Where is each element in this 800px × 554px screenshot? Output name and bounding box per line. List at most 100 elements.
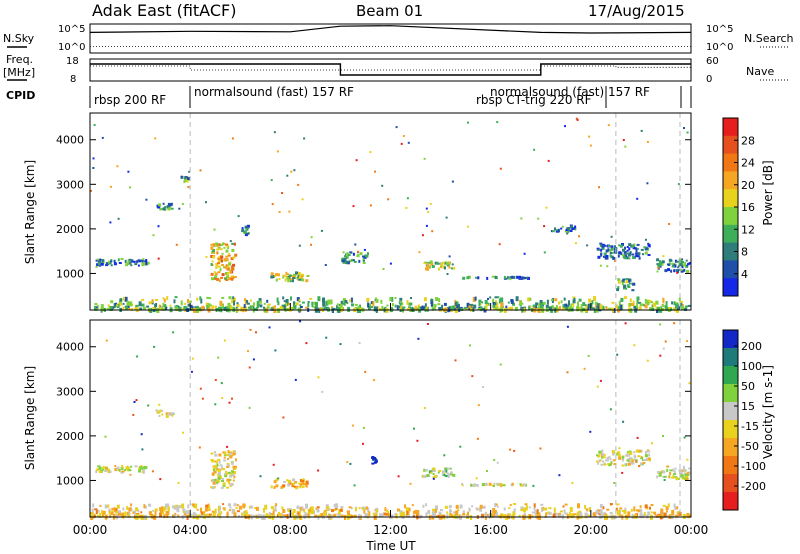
heatmap-cell — [671, 301, 674, 305]
heatmap-cell — [371, 462, 375, 465]
heatmap-cell — [134, 307, 137, 310]
heatmap-cell — [301, 485, 305, 488]
heatmap-cell — [423, 262, 427, 265]
ytick-label: 4000 — [56, 341, 84, 354]
heatmap-cell — [301, 480, 304, 482]
heatmap-cell — [437, 471, 440, 474]
heatmap-cell — [395, 513, 398, 519]
heatmap-cell — [566, 325, 569, 328]
heatmap-cell — [127, 512, 131, 518]
heatmap-cell — [217, 257, 221, 260]
heatmap-cell — [443, 454, 446, 457]
heatmap-cell — [455, 301, 459, 306]
heatmap-cell — [587, 307, 590, 310]
heatmap-cell — [434, 509, 437, 513]
power-plot-area — [90, 113, 691, 310]
heatmap-cell — [628, 453, 631, 457]
heatmap-cell — [367, 507, 370, 513]
heatmap-cell — [299, 306, 303, 308]
heatmap-cell — [573, 513, 577, 516]
heatmap-cell — [597, 454, 601, 458]
heatmap-cell — [166, 205, 170, 208]
heatmap-cell — [243, 504, 245, 507]
heatmap-cell — [361, 506, 364, 510]
heatmap-cell — [212, 481, 216, 485]
heatmap-cell — [485, 482, 488, 486]
colorbar-swatch — [723, 171, 738, 190]
heatmap-cell — [602, 460, 605, 463]
heatmap-cell — [601, 449, 604, 453]
heatmap-cell — [466, 276, 470, 280]
heatmap-cell — [301, 198, 304, 201]
heatmap-cell — [376, 509, 378, 513]
heatmap-cell — [621, 457, 624, 460]
heatmap-cell — [233, 242, 236, 246]
heatmap-cell — [222, 484, 226, 487]
heatmap-cell — [117, 217, 120, 220]
heatmap-cell — [638, 256, 641, 260]
heatmap-cell — [145, 514, 148, 517]
heatmap-cell — [352, 252, 355, 256]
heatmap-cell — [452, 473, 456, 477]
heatmap-cell — [623, 255, 626, 258]
heatmap-cell — [211, 478, 215, 482]
heatmap-cell — [456, 304, 459, 309]
heatmap-cell — [215, 266, 218, 270]
heatmap-cell — [152, 509, 155, 512]
heatmap-cell — [471, 375, 474, 378]
heatmap-cell — [440, 509, 443, 511]
heatmap-cell — [157, 225, 160, 228]
heatmap-cell — [186, 179, 189, 183]
heatmap-cell — [293, 169, 296, 172]
ytick-label: 2000 — [56, 223, 84, 236]
heatmap-cell — [532, 484, 535, 487]
heatmap-cell — [534, 510, 537, 515]
heatmap-cell — [182, 508, 186, 512]
heatmap-cell — [128, 258, 132, 261]
heatmap-cell — [600, 454, 603, 457]
heatmap-cell — [518, 275, 522, 279]
heatmap-cell — [599, 304, 603, 310]
heatmap-cell — [646, 359, 649, 362]
heatmap-cell — [300, 483, 304, 486]
heatmap-cell — [273, 480, 277, 484]
heatmap-cell — [285, 271, 288, 274]
heatmap-cell — [628, 247, 631, 251]
heatmap-cell — [613, 247, 616, 251]
heatmap-cell — [648, 453, 651, 457]
heatmap-cell — [358, 507, 361, 510]
heatmap-cell — [595, 460, 599, 463]
heatmap-cell — [421, 474, 424, 478]
heatmap-cell — [510, 299, 514, 304]
heatmap-cell — [380, 513, 384, 517]
heatmap-cell — [227, 265, 230, 268]
heatmap-cell — [508, 513, 512, 516]
heatmap-cell — [243, 304, 246, 309]
heatmap-cell — [199, 307, 202, 311]
heatmap-cell — [200, 507, 203, 513]
heatmap-cell — [254, 507, 258, 509]
heatmap-cell — [212, 468, 215, 472]
heatmap-cell — [511, 482, 514, 486]
heatmap-cell — [229, 270, 232, 273]
heatmap-cell — [482, 308, 485, 310]
heatmap-cell — [110, 260, 113, 263]
heatmap-cell — [425, 267, 428, 271]
heatmap-cell — [609, 458, 612, 461]
heatmap-cell — [500, 297, 504, 303]
heatmap-cell — [278, 273, 280, 277]
heatmap-cell — [438, 298, 441, 303]
heatmap-cell — [140, 465, 143, 467]
heatmap-cell — [141, 303, 145, 307]
heatmap-cell — [527, 297, 531, 302]
heatmap-cell — [92, 167, 95, 169]
heatmap-cell — [109, 470, 112, 474]
heatmap-cell — [151, 299, 154, 304]
heatmap-cell — [108, 508, 111, 514]
heatmap-cell — [496, 512, 499, 518]
heatmap-cell — [310, 509, 314, 515]
heatmap-cell — [352, 205, 355, 208]
heatmap-cell — [136, 304, 139, 307]
heatmap-cell — [665, 301, 668, 306]
heatmap-cell — [113, 513, 116, 519]
